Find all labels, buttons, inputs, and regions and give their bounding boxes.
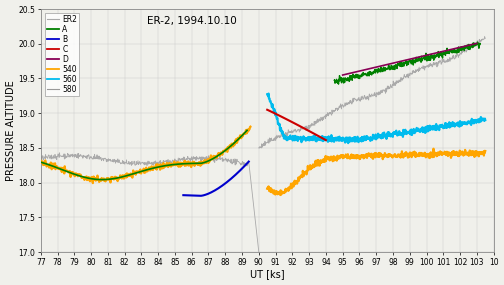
Y-axis label: PRESSURE ALTITUDE: PRESSURE ALTITUDE	[6, 80, 16, 181]
X-axis label: UT [ks]: UT [ks]	[250, 269, 285, 280]
Text: ER-2, 1994.10.10: ER-2, 1994.10.10	[147, 16, 237, 26]
Legend: ER2, A, B, C, D, 540, 560, 580: ER2, A, B, C, D, 540, 560, 580	[44, 13, 79, 96]
